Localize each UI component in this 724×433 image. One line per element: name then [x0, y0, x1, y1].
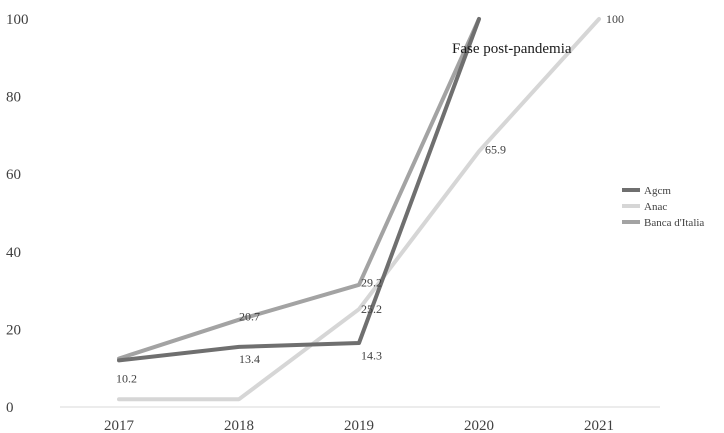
- data-label-20-7: 20.7: [239, 310, 260, 324]
- data-label-25-2: 25.2: [361, 302, 382, 316]
- series-line-agcm: [117, 17, 481, 363]
- x-axis-ticks: 2017 2018 2019 2020 2021: [104, 418, 614, 433]
- data-label-13-4: 13.4: [239, 352, 260, 366]
- data-labels: 10.2 20.7 13.4 29.2 25.2 14.3 65.9 100: [116, 12, 624, 385]
- series-line-anac: [117, 17, 601, 402]
- y-tick-label-100: 100: [6, 12, 29, 28]
- y-axis-ticks: 0 20 40 60 80 100: [6, 12, 29, 416]
- series-lines: [117, 17, 601, 402]
- x-tick-label-2020: 2020: [464, 418, 494, 433]
- data-label-14-3: 14.3: [361, 349, 382, 363]
- x-tick-label-2018: 2018: [224, 418, 254, 433]
- y-tick-label-40: 40: [6, 245, 21, 261]
- data-label-65-9: 65.9: [485, 142, 506, 156]
- data-label-29-2: 29.2: [361, 276, 382, 290]
- legend-label-agcm: Agcm: [644, 185, 671, 197]
- legend-label-anac: Anac: [644, 201, 667, 213]
- x-tick-label-2021: 2021: [584, 418, 614, 433]
- annotation-fase-post-pandemia: Fase post-pandemia: [452, 41, 572, 57]
- x-tick-label-2017: 2017: [104, 418, 135, 433]
- y-tick-label-20: 20: [6, 322, 21, 338]
- legend-label-banca-d-italia: Banca d'Italia: [644, 217, 704, 229]
- y-tick-label-0: 0: [6, 400, 14, 416]
- data-label-10-2: 10.2: [116, 371, 137, 385]
- legend: Agcm Anac Banca d'Italia: [622, 185, 704, 229]
- y-tick-label-60: 60: [6, 167, 21, 183]
- series-line-banca-d-italia: [117, 17, 481, 361]
- x-tick-label-2019: 2019: [344, 418, 374, 433]
- data-label-100: 100: [606, 12, 624, 26]
- y-tick-label-80: 80: [6, 90, 21, 106]
